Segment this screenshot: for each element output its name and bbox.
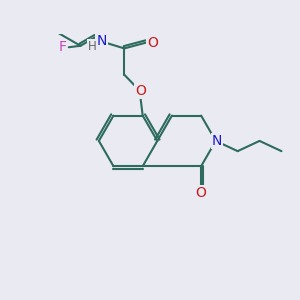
Text: F: F [58, 40, 66, 54]
Text: H: H [88, 40, 97, 53]
Text: O: O [135, 84, 146, 98]
Text: N: N [212, 134, 222, 148]
Text: O: O [147, 36, 158, 50]
Text: N: N [97, 34, 107, 47]
Text: O: O [196, 186, 207, 200]
